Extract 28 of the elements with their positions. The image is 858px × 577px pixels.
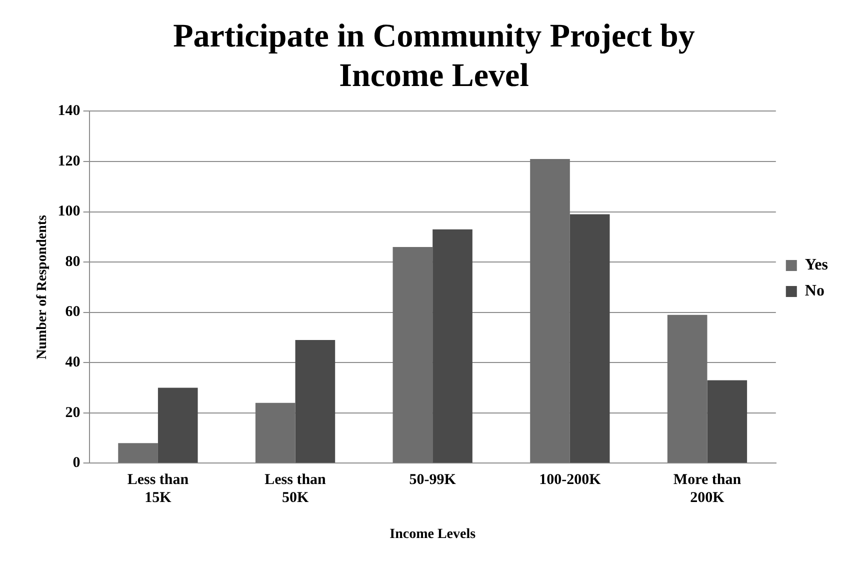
bar — [570, 214, 610, 463]
chart-title: Participate in Community Project by Income Level — [173, 18, 696, 94]
y-tick-label: 0 — [72, 455, 80, 472]
x-tick-label: Less than 15K — [127, 472, 190, 506]
x-tick-label: More than 200K — [673, 472, 742, 506]
y-tick-label: 20 — [65, 404, 80, 421]
bar — [432, 229, 472, 463]
y-tick-label: 60 — [65, 304, 80, 320]
x-tick-label: 50-99K — [409, 472, 456, 488]
y-axis-title: Number of Respondents — [35, 214, 50, 360]
y-tick-label: 80 — [65, 254, 80, 270]
bar — [530, 158, 570, 463]
y-tick-label: 120 — [58, 153, 80, 170]
bar — [295, 340, 336, 463]
x-axis-title: Income Levels — [390, 527, 476, 542]
bar — [707, 380, 748, 463]
bar — [392, 246, 433, 463]
legend-label: No — [804, 282, 824, 300]
y-tick-label: 40 — [65, 354, 80, 371]
y-tick-label: 140 — [58, 103, 80, 120]
bar — [255, 402, 296, 463]
y-tick-label: 100 — [58, 204, 80, 220]
bar — [118, 443, 158, 463]
x-tick-label: 100-200K — [539, 472, 602, 488]
bar — [158, 388, 198, 463]
bar — [667, 314, 708, 463]
legend-label: Yes — [804, 256, 828, 274]
x-tick-label: Less than 50K — [264, 472, 327, 506]
